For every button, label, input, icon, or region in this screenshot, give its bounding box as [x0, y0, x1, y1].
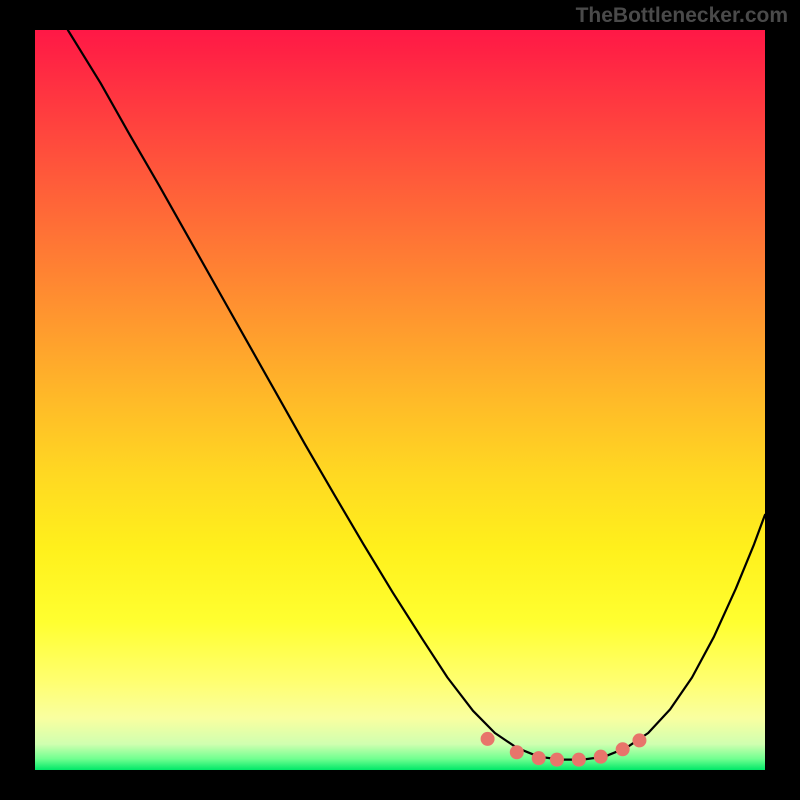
gradient-background — [35, 30, 765, 770]
marker-dot — [550, 753, 564, 767]
marker-dot — [532, 751, 546, 765]
plot-area — [35, 30, 765, 770]
marker-dot — [632, 733, 646, 747]
chart-container: TheBottlenecker.com — [0, 0, 800, 800]
marker-dot — [510, 745, 524, 759]
watermark-text: TheBottlenecker.com — [576, 4, 788, 28]
marker-dot — [481, 732, 495, 746]
chart-svg — [35, 30, 765, 770]
marker-dot — [616, 742, 630, 756]
marker-dot — [594, 750, 608, 764]
marker-dot — [572, 753, 586, 767]
